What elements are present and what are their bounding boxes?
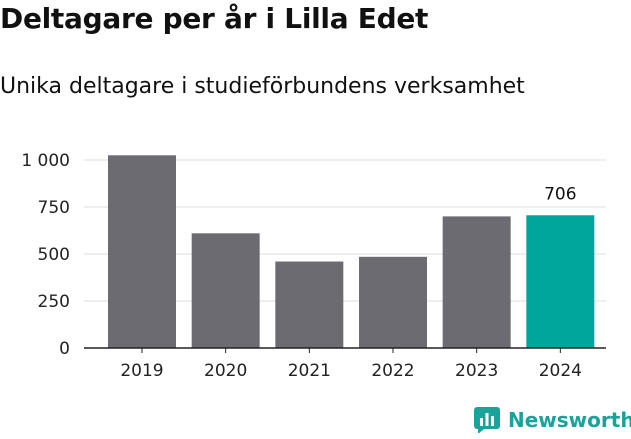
chart-title: Deltagare per år i Lilla Edet bbox=[0, 2, 429, 35]
y-tick-label: 500 bbox=[38, 245, 70, 265]
y-tick-label: 750 bbox=[38, 198, 70, 218]
y-tick-label: 250 bbox=[38, 292, 70, 312]
bar bbox=[526, 215, 595, 348]
chart-subtitle: Unika deltagare i studieförbundens verks… bbox=[0, 74, 525, 99]
bar bbox=[442, 216, 511, 348]
bar-chart-logo-icon bbox=[474, 407, 500, 433]
x-tick-label: 2024 bbox=[539, 361, 582, 381]
bar bbox=[191, 233, 260, 348]
x-tick-label: 2021 bbox=[288, 361, 331, 381]
bar bbox=[108, 155, 176, 348]
bar-chart: 0 250 500 750 1 000 2019 2020 2021 2022 2023 2024 7… bbox=[21, 151, 606, 381]
x-tick-label: 2019 bbox=[120, 361, 163, 381]
y-tick-label: 0 bbox=[59, 339, 70, 359]
data-label: 706 bbox=[544, 184, 576, 204]
x-tick-label: 2020 bbox=[204, 361, 247, 381]
y-tick-label: 1 000 bbox=[21, 151, 70, 171]
x-tick-label: 2022 bbox=[371, 361, 414, 381]
brand-name: Newsworthy bbox=[508, 408, 631, 432]
newsworthy-logo: Newsworthy bbox=[474, 407, 631, 433]
x-tick-label: 2023 bbox=[455, 361, 498, 381]
bar bbox=[359, 256, 427, 348]
bar bbox=[275, 261, 344, 348]
